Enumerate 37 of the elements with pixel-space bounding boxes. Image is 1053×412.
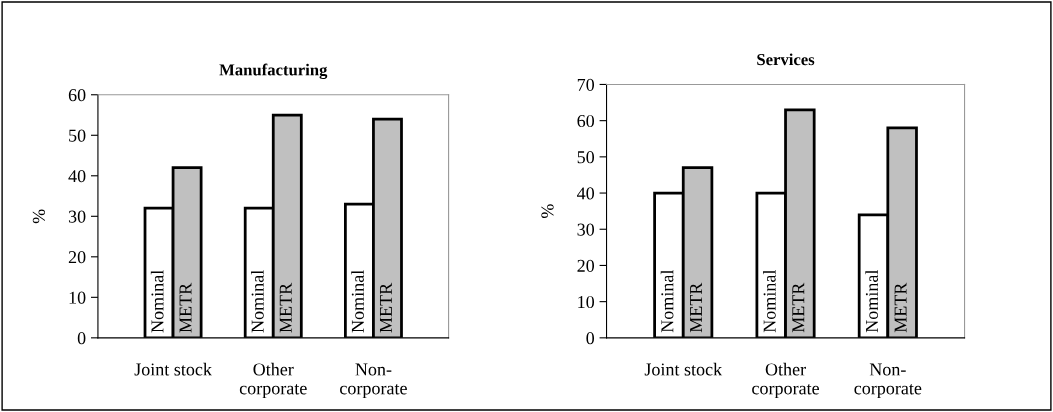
y-tick-label: 0 [77, 332, 86, 345]
x-tick-label: Joint stock [134, 362, 212, 376]
text: METR [792, 282, 805, 333]
x-tick-label: Joint stock [644, 362, 723, 376]
x-tick-label: Other corporate [752, 362, 819, 399]
chart-title: Manufacturing [219, 63, 328, 79]
y-tick-label: 60 [577, 114, 595, 128]
y-tick-label: 50 [577, 151, 595, 164]
y-tick-label: 30 [68, 210, 86, 223]
y-axis-title: % [541, 204, 554, 219]
series-label: METR [690, 282, 702, 333]
y-tick-label: 40 [577, 187, 595, 200]
y-tick-label: 20 [68, 251, 86, 264]
x-tick-label: Non- corporate [340, 363, 407, 399]
y-axis-title: % [32, 209, 46, 224]
y-tick-label: 0 [586, 332, 595, 345]
series-label: METR [179, 282, 192, 333]
x-tick-label: Other corporate [239, 362, 307, 399]
y-tick-label: 70 [577, 78, 595, 91]
y-tick-label: 50 [69, 129, 86, 142]
text: Nominal [251, 270, 264, 333]
y-tick-label: 40 [68, 170, 86, 183]
text: Nominal [763, 269, 776, 333]
text: METR [379, 282, 392, 333]
text: METR [894, 282, 907, 333]
y-tick-label: 10 [578, 295, 595, 309]
y-tick-label: 60 [68, 89, 86, 102]
series-label: Nominal [150, 270, 164, 333]
y-tick-label: 30 [577, 223, 595, 236]
chart-title: Services [757, 53, 815, 66]
series-label: Nominal [660, 269, 674, 333]
y-tick-label: 10 [69, 291, 86, 304]
x-tick-label: Non- corporate [854, 363, 922, 399]
text: Nominal [865, 269, 879, 333]
text: METR [279, 282, 292, 333]
y-tick-label: 20 [577, 259, 595, 272]
text: Nominal [351, 270, 364, 333]
